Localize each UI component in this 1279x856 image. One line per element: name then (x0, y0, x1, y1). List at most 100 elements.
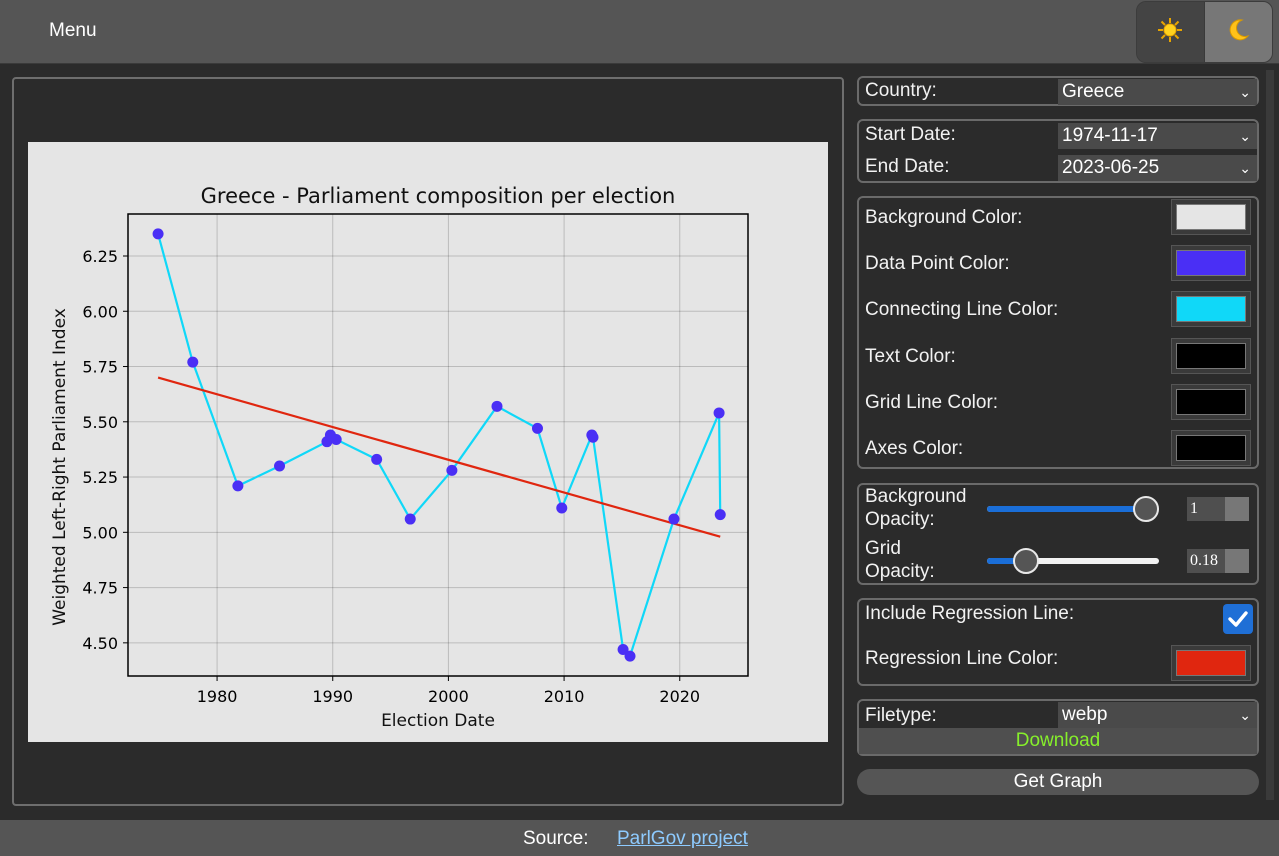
dark-mode-button[interactable] (1204, 2, 1272, 62)
color-settings-group: Background Color: Data Point Color: Conn… (857, 196, 1259, 469)
grid-opacity-value: 0.18 (1190, 552, 1218, 569)
data-point (152, 228, 164, 240)
y-tick-label: 4.75 (82, 579, 118, 598)
slider-thumb[interactable] (1013, 548, 1040, 574)
grid-opacity-label-line2: Opacity: (865, 561, 935, 582)
regression-toggle-label: Include Regression Line: (865, 603, 1075, 624)
light-mode-button[interactable] (1137, 2, 1205, 62)
grid-line-color-label: Grid Line Color: (865, 392, 999, 413)
theme-toggle (1136, 1, 1273, 63)
x-axis-label: Election Date (381, 711, 495, 731)
x-tick-label: 2010 (544, 687, 585, 706)
start-date-select[interactable]: 1974-11-17 ⌄ (1058, 123, 1257, 149)
background-color-picker[interactable] (1171, 199, 1251, 235)
filetype-value: webp (1062, 704, 1108, 725)
regression-line (157, 376, 721, 538)
swatch-fill (1176, 435, 1246, 461)
axes-frame (127, 213, 749, 677)
swatch-fill (1176, 650, 1246, 676)
data-point (491, 400, 503, 412)
data-point (668, 513, 680, 525)
data-point (713, 407, 725, 419)
filetype-label: Filetype: (865, 705, 937, 726)
swatch-fill (1176, 389, 1246, 415)
background-opacity-slider[interactable] (987, 496, 1159, 522)
source-label: Source: (523, 828, 589, 849)
y-tick-label: 4.50 (82, 634, 118, 653)
get-graph-button[interactable]: Get Graph (857, 769, 1259, 795)
swatch-fill (1176, 343, 1246, 369)
chart-container: Greece - Parliament composition per elec… (28, 142, 828, 742)
slider-track (987, 558, 1159, 564)
background-opacity-input[interactable]: 1 (1187, 497, 1249, 521)
connecting-line-color-picker[interactable] (1171, 291, 1251, 327)
chevron-down-icon: ⌄ (1239, 160, 1251, 176)
text-color-picker[interactable] (1171, 338, 1251, 374)
country-group: Country: Greece ⌄ (857, 76, 1259, 106)
scrollbar[interactable] (1266, 70, 1274, 800)
filetype-select[interactable]: webp ⌄ (1058, 702, 1257, 728)
end-date-select[interactable]: 2023-06-25 ⌄ (1058, 155, 1257, 181)
country-select[interactable]: Greece ⌄ (1058, 79, 1257, 105)
data-point (446, 464, 458, 476)
data-point (714, 509, 726, 521)
data-point (617, 643, 629, 655)
chevron-down-icon: ⌄ (1239, 128, 1251, 144)
data-point (371, 453, 383, 465)
chart-title: Greece - Parliament composition per elec… (201, 184, 676, 208)
start-date-label: Start Date: (865, 124, 956, 145)
data-point (232, 480, 244, 492)
background-opacity-value: 1 (1190, 500, 1198, 517)
x-tick-label: 2020 (659, 687, 700, 706)
graph-panel: Greece - Parliament composition per elec… (12, 77, 844, 806)
data-point-color-label: Data Point Color: (865, 253, 1010, 274)
data-point (556, 502, 568, 514)
y-tick-label: 6.25 (82, 247, 118, 266)
y-tick-label: 5.50 (82, 413, 118, 432)
slider-thumb[interactable] (1133, 496, 1159, 522)
regression-color-picker[interactable] (1171, 645, 1251, 681)
regression-checkbox[interactable] (1223, 604, 1253, 634)
sun-icon (1157, 17, 1183, 48)
spinner-buttons[interactable] (1225, 549, 1249, 573)
swatch-fill (1176, 250, 1246, 276)
data-point (404, 513, 416, 525)
grid-opacity-slider[interactable] (987, 548, 1159, 574)
start-date-value: 1974-11-17 (1062, 125, 1158, 146)
regression-color-label: Regression Line Color: (865, 648, 1059, 669)
connecting-line-color-label: Connecting Line Color: (865, 299, 1059, 320)
x-tick-label: 1990 (312, 687, 353, 706)
export-group: Filetype: webp ⌄ Download (857, 699, 1259, 756)
grid-opacity-input[interactable]: 0.18 (1187, 549, 1249, 573)
check-icon (1228, 611, 1248, 627)
chevron-down-icon: ⌄ (1239, 84, 1251, 100)
data-point (274, 460, 286, 472)
chevron-down-icon: ⌄ (1239, 707, 1251, 723)
chart: Greece - Parliament composition per elec… (50, 184, 749, 731)
download-button[interactable]: Download (859, 728, 1257, 754)
y-axis-label: Weighted Left-Right Parliament Index (50, 308, 70, 626)
background-opacity-label-line1: Background (865, 486, 967, 507)
grid-opacity-label-line1: Grid (865, 538, 901, 559)
text-color-label: Text Color: (865, 346, 956, 367)
background-opacity-label-line2: Opacity: (865, 509, 935, 530)
country-value: Greece (1062, 81, 1125, 102)
opacity-group: Background Opacity: 1 Grid Opacity: 0.18 (857, 483, 1259, 585)
spinner-buttons[interactable] (1225, 497, 1249, 521)
slider-fill (987, 558, 1027, 564)
parlgov-link[interactable]: ParlGov project (617, 828, 748, 849)
swatch-fill (1176, 296, 1246, 322)
data-point (187, 356, 199, 368)
data-point (587, 431, 599, 443)
country-label: Country: (865, 80, 937, 101)
data-point-color-picker[interactable] (1171, 245, 1251, 281)
top-bar: Menu (0, 0, 1279, 64)
y-tick-label: 5.00 (82, 523, 118, 542)
y-tick-label: 5.75 (82, 358, 118, 377)
grid-line-color-picker[interactable] (1171, 384, 1251, 420)
menu-button[interactable]: Menu (49, 20, 97, 41)
background-color-label: Background Color: (865, 207, 1023, 228)
data-point (330, 433, 342, 445)
axes-color-picker[interactable] (1171, 430, 1251, 466)
date-range-group: Start Date: 1974-11-17 ⌄ End Date: 2023-… (857, 119, 1259, 183)
